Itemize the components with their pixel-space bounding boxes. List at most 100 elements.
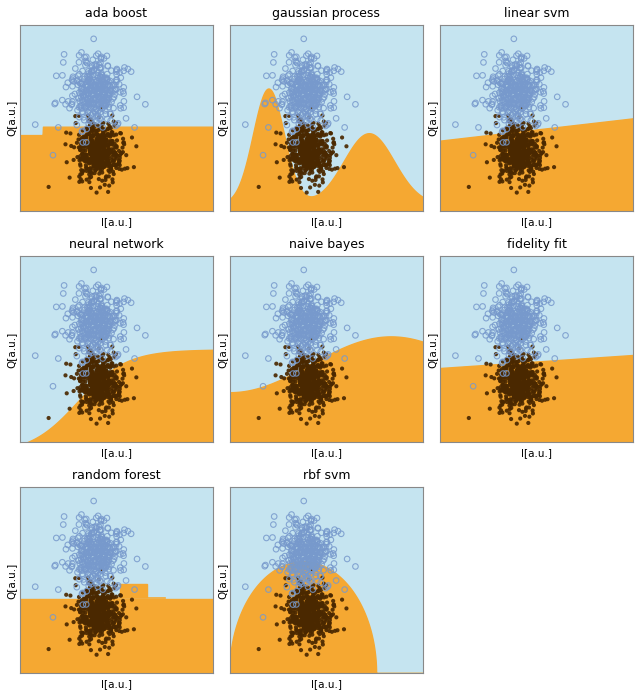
Point	[301, 572, 311, 583]
Point	[307, 167, 317, 178]
Point	[315, 390, 325, 402]
Point	[505, 143, 515, 155]
Point	[81, 612, 92, 623]
Point	[307, 326, 317, 337]
Point	[308, 145, 319, 156]
Point	[83, 371, 93, 382]
Point	[314, 375, 324, 386]
Point	[314, 388, 324, 399]
Point	[291, 311, 301, 322]
Point	[95, 113, 106, 125]
Point	[308, 562, 319, 573]
Point	[282, 306, 292, 317]
Point	[505, 73, 515, 84]
Point	[84, 639, 95, 650]
Point	[303, 382, 314, 393]
Point	[310, 615, 320, 626]
Point	[328, 595, 339, 606]
Point	[516, 389, 527, 400]
Point	[93, 331, 103, 342]
Point	[93, 138, 103, 149]
Point	[93, 567, 104, 578]
Point	[88, 316, 98, 327]
Point	[300, 378, 310, 389]
Point	[113, 580, 124, 591]
Point	[308, 618, 318, 629]
Point	[503, 329, 513, 340]
Point	[296, 618, 307, 629]
Point	[300, 388, 310, 400]
Point	[298, 392, 308, 403]
Point	[307, 379, 317, 390]
Point	[307, 74, 317, 86]
Point	[292, 405, 302, 416]
Point	[312, 618, 322, 629]
Point	[520, 381, 531, 392]
Point	[85, 576, 95, 587]
Point	[518, 326, 529, 337]
Point	[116, 164, 127, 175]
Point	[293, 599, 303, 610]
Point	[303, 301, 314, 313]
Point	[115, 617, 125, 628]
Point	[93, 620, 103, 631]
Point	[306, 113, 316, 125]
Point	[518, 314, 529, 325]
Point	[85, 351, 95, 362]
Point	[546, 297, 556, 308]
Point	[94, 550, 104, 561]
Point	[497, 102, 508, 113]
Point	[512, 335, 522, 346]
Point	[522, 150, 532, 161]
Point	[298, 370, 308, 381]
Point	[304, 146, 314, 157]
Point	[78, 380, 88, 391]
Point	[312, 576, 323, 587]
Point	[109, 400, 119, 411]
Point	[84, 304, 95, 315]
Point	[513, 331, 523, 342]
Point	[525, 136, 535, 147]
Point	[286, 546, 296, 557]
Point	[100, 567, 110, 578]
Point	[305, 310, 315, 321]
Point	[109, 141, 120, 152]
Point	[306, 599, 316, 610]
Point	[284, 564, 294, 575]
Point	[321, 129, 332, 140]
Point	[301, 622, 311, 633]
Point	[84, 372, 95, 383]
Point	[508, 139, 518, 150]
Point	[108, 628, 118, 640]
Point	[107, 138, 117, 149]
Point	[313, 89, 323, 100]
Point	[509, 377, 519, 388]
Point	[83, 81, 93, 92]
Point	[511, 375, 522, 386]
Point	[292, 329, 302, 340]
Point	[520, 161, 530, 173]
Point	[99, 561, 109, 572]
Point	[511, 313, 522, 324]
Point	[305, 99, 315, 110]
Point	[94, 605, 104, 616]
Point	[111, 604, 122, 615]
Point	[502, 140, 513, 151]
Point	[92, 551, 102, 562]
Point	[302, 381, 312, 392]
Point	[515, 365, 525, 376]
Point	[312, 345, 323, 356]
Point	[97, 95, 107, 106]
Point	[294, 631, 305, 642]
Point	[304, 370, 314, 381]
Point	[313, 386, 323, 397]
Point	[518, 386, 528, 397]
Point	[86, 150, 96, 161]
Point	[519, 80, 529, 91]
Point	[102, 576, 112, 587]
Point	[85, 377, 95, 388]
Point	[83, 74, 93, 86]
Point	[81, 367, 92, 379]
Point	[287, 338, 298, 349]
Point	[92, 134, 102, 145]
